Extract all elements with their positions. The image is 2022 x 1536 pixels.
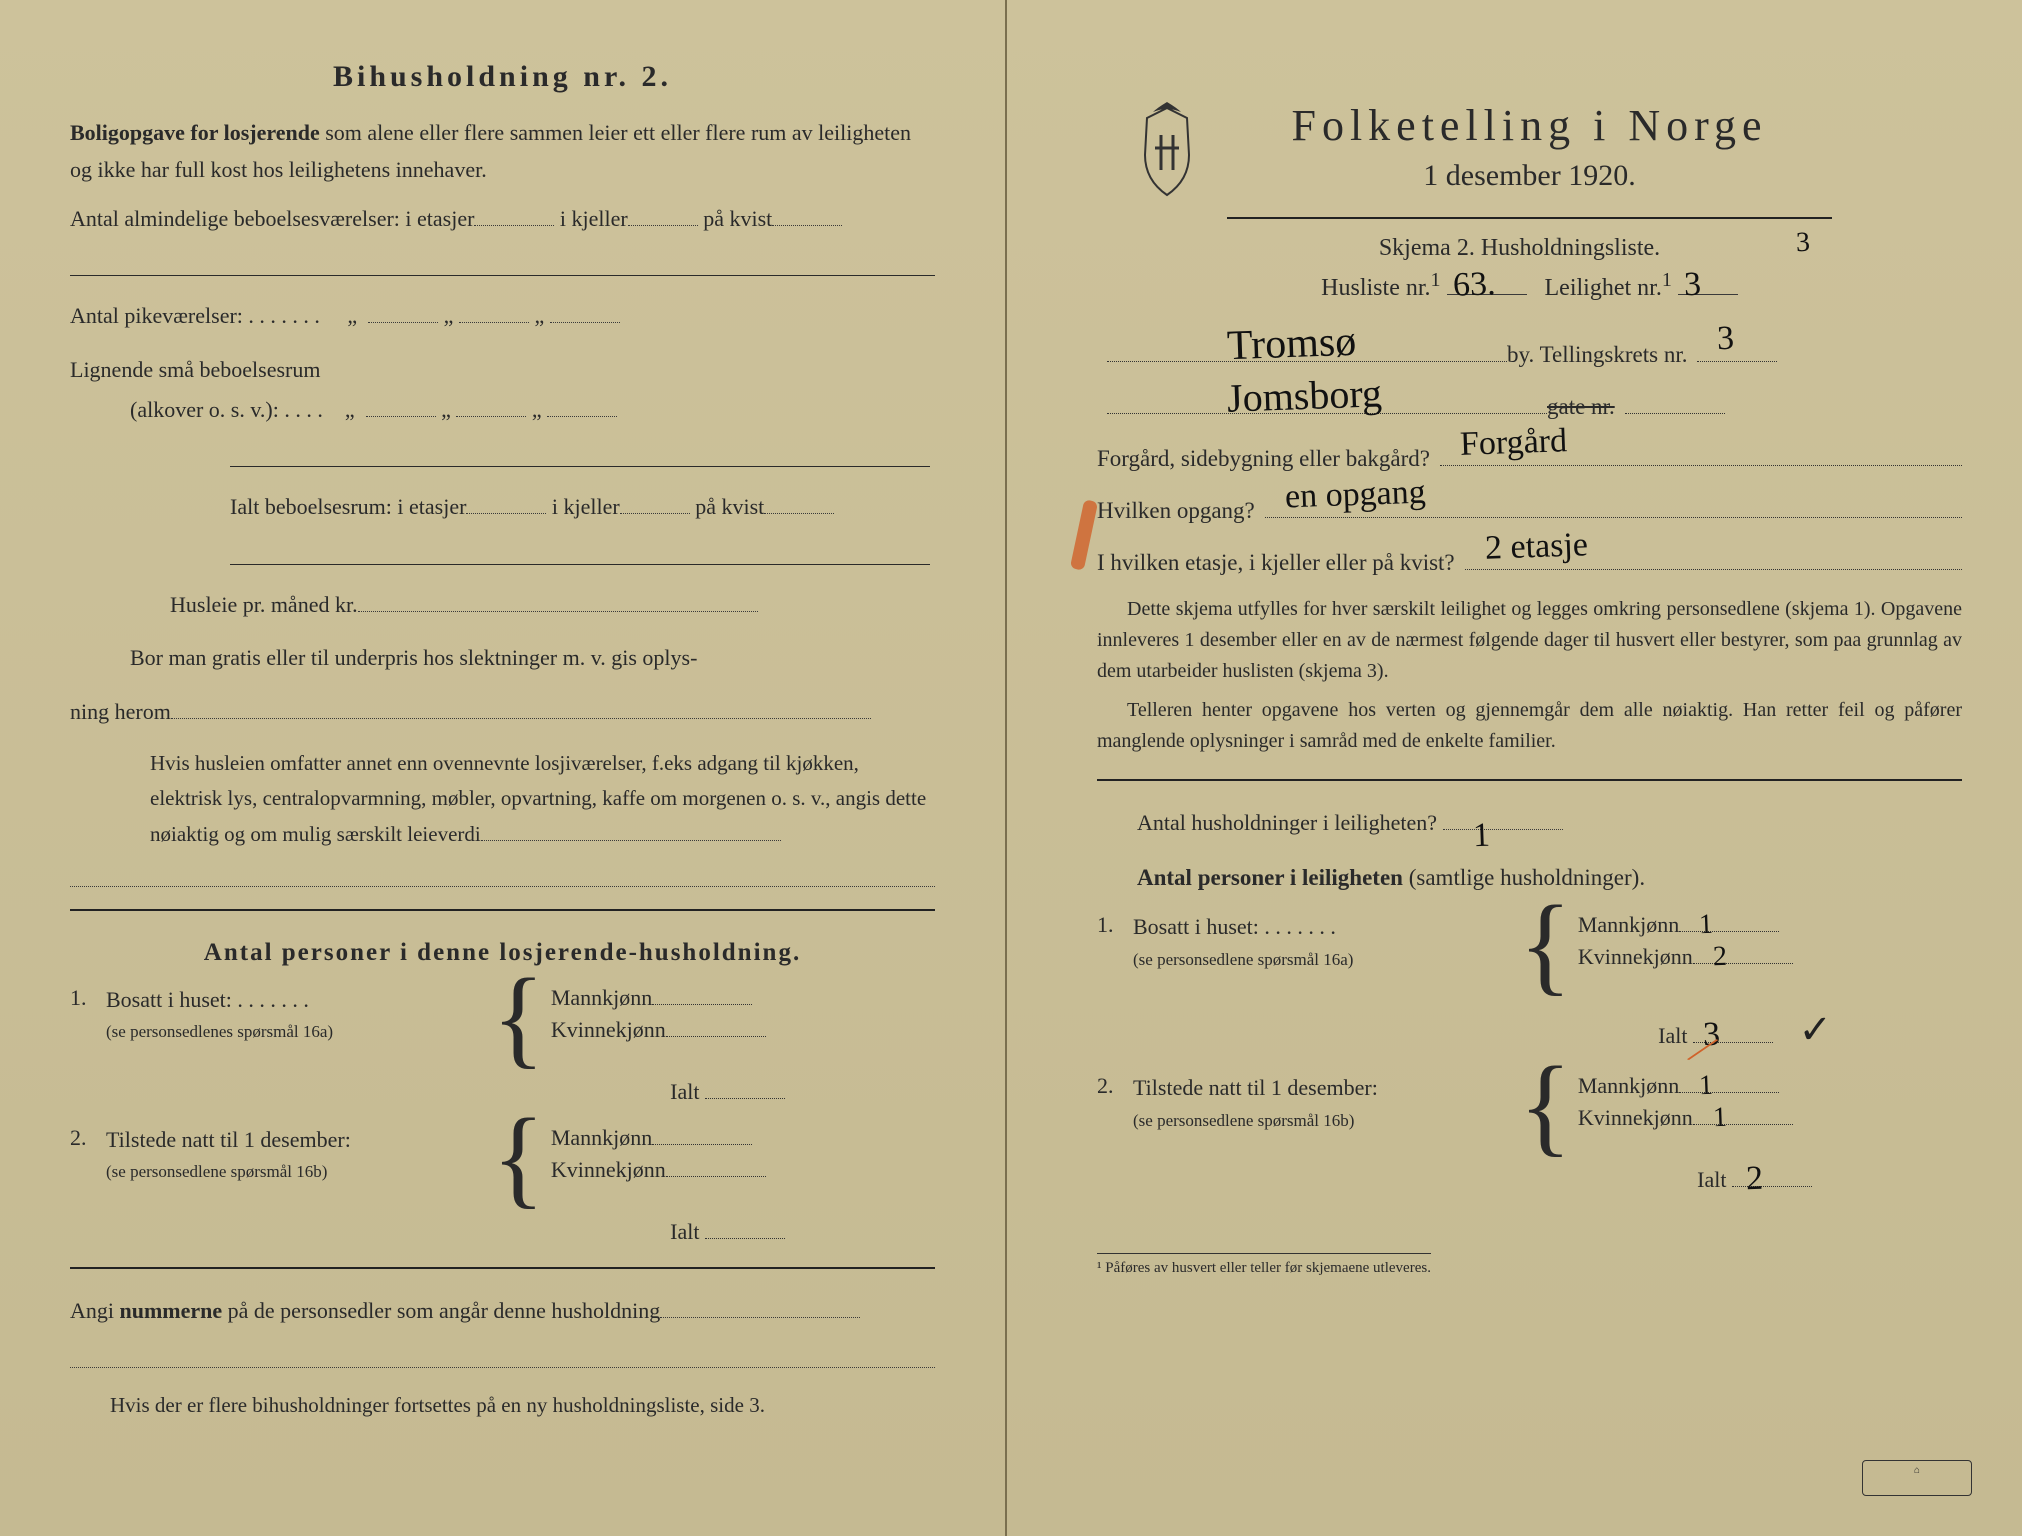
tilstede-k-value: 1: [1712, 1102, 1727, 1134]
printer-stamp-icon: ⌂: [1862, 1460, 1972, 1496]
opgang-value: en opgang: [1284, 474, 1426, 517]
antal-hush-value: 1: [1471, 805, 1490, 867]
forgard-line: Forgård, sidebygning eller bakgård? Forg…: [1097, 436, 1962, 472]
bor-gratis-row: Bor man gratis eller til underpris hos s…: [130, 638, 935, 678]
bosatt-k-value: 2: [1712, 941, 1727, 973]
hvis-flere-para: Hvis der er flere bihusholdninger fortse…: [110, 1388, 935, 1424]
crest-icon: [1127, 100, 1207, 200]
left-tilstede-block: 2. Tilstede natt til 1 desember: (se per…: [70, 1125, 935, 1205]
tilstede-ialt-value: 2: [1745, 1160, 1763, 1199]
husliste-line: Husliste nr.1 63. Leilighet nr.1 3: [1097, 269, 1962, 302]
gate-line: Jomsborg gate nr.: [1097, 384, 1962, 420]
tilstede-m-value: 1: [1699, 1070, 1714, 1102]
instructions-1: Dette skjema utfylles for hver særskilt …: [1097, 594, 1962, 687]
etasje-value: 2 etasje: [1484, 526, 1588, 568]
bor-gratis-row2: ning herom: [70, 692, 935, 732]
antal-beboelse-row: Antal almindelige beboelsesværelser: i e…: [70, 199, 935, 239]
antal-pike-row: Antal pikeværelser: . . . . . . . „ „ „: [70, 296, 935, 336]
boligopgave-lead: Boligopgave for losjerende: [70, 120, 320, 145]
husleie-row: Husleie pr. måned kr.: [170, 585, 935, 625]
main-title: Folketelling i Norge: [1097, 100, 1962, 151]
orange-mark-icon: [1070, 499, 1098, 570]
instructions-2: Telleren henter opgavene hos verten og g…: [1097, 695, 1962, 757]
ialt-beboelse-row: Ialt beboelsesrum: i etasjer i kjeller p…: [230, 487, 935, 527]
hvis-husleien-para: Hvis husleien omfatter annet enn ovennev…: [110, 746, 935, 853]
footnote: ¹ Påføres av husvert eller teller før sk…: [1097, 1253, 1431, 1277]
subtitle: 1 desember 1920.: [1097, 159, 1962, 193]
opgang-line: Hvilken opgang? en opgang: [1097, 488, 1962, 524]
husliste-nr-value: 63.: [1452, 265, 1496, 304]
right-bosatt-block: 1. Bosatt i huset: . . . . . . . (se per…: [1097, 912, 1962, 992]
etasje-line: I hvilken etasje, i kjeller eller på kvi…: [1097, 540, 1962, 576]
tilstede-ialt-row: Ialt 2: [1097, 1167, 1962, 1193]
by-line: Tromsø by. Tellingskrets nr. 3: [1097, 332, 1962, 368]
forgard-value: Forgård: [1459, 422, 1567, 464]
check-mark-icon: ✓: [1798, 1007, 1832, 1052]
left-bosatt-block: 1. Bosatt i huset: . . . . . . . (se per…: [70, 985, 935, 1065]
boligopgave-para: Boligopgave for losjerende som alene ell…: [70, 114, 935, 189]
bosatt-m-value: 1: [1699, 909, 1714, 941]
leilighet-nr-value: 3: [1683, 266, 1701, 305]
skjema-line: Skjema 2. Husholdningsliste. 3: [1097, 231, 1962, 263]
angi-nummerne-row: Angi nummerne på de personsedler som ang…: [70, 1291, 935, 1331]
gate-value: Jomsborg: [1226, 369, 1382, 421]
antal-hush-line: Antal husholdninger i leiligheten? 1: [1137, 803, 1962, 843]
left-page: Bihusholdning nr. 2. Boligopgave for los…: [0, 0, 1007, 1536]
left-heading: Bihusholdning nr. 2.: [70, 60, 935, 94]
krets-nr-value: 3: [1717, 320, 1735, 359]
right-tilstede-block: 2. Tilstede natt til 1 desember: (se per…: [1097, 1073, 1962, 1153]
leilighet-nr-extra: 3: [1796, 227, 1811, 259]
lignende-row: Lignende små beboelsesrum (alkover o. s.…: [70, 350, 935, 429]
by-value: Tromsø: [1226, 318, 1357, 370]
right-page: Folketelling i Norge 1 desember 1920. Sk…: [1007, 0, 2022, 1536]
